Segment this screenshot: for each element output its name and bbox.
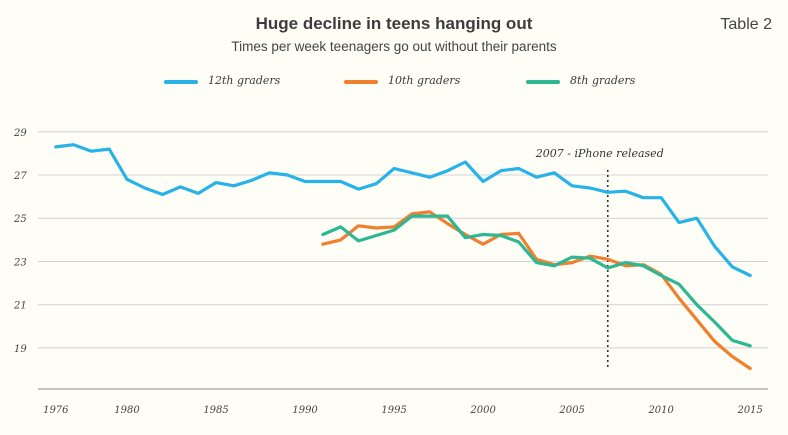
series-line-8th-graders — [321, 214, 752, 348]
y-tick-label-19: 19 — [14, 344, 27, 355]
x-tick-label-2010: 2010 — [647, 405, 674, 416]
x-tick-label-1990: 1990 — [292, 405, 318, 416]
iphone-annotation-label: 2007 - iPhone released — [535, 147, 664, 160]
chart-subtitle: Times per week teenagers go out without … — [231, 39, 557, 54]
legend-swatch-12th-graders — [164, 80, 198, 84]
legend-swatch-8th-graders — [526, 80, 560, 84]
x-tick-label-2015: 2015 — [736, 405, 762, 416]
y-tick-label-25: 25 — [13, 214, 27, 225]
x-tick-label-2000: 2000 — [469, 405, 496, 416]
legend-label-8th-graders: 8th graders — [570, 74, 636, 87]
x-tick-label-1985: 1985 — [203, 405, 228, 416]
x-tick-label-1980: 1980 — [114, 405, 140, 416]
x-tick-label-1976: 1976 — [43, 405, 69, 416]
legend-label-10th-graders: 10th graders — [388, 74, 461, 87]
legend-swatch-10th-graders — [344, 80, 378, 84]
table-label: Table 2 — [720, 16, 772, 33]
chart-title: Huge decline in teens hanging out — [255, 14, 533, 33]
x-tick-label-2005: 2005 — [558, 405, 584, 416]
y-tick-label-23: 23 — [13, 257, 27, 268]
series-line-12th-graders — [54, 143, 752, 278]
x-tick-label-1995: 1995 — [381, 405, 406, 416]
y-tick-label-29: 29 — [13, 128, 27, 139]
y-tick-label-21: 21 — [13, 301, 27, 312]
legend-label-12th-graders: 12th graders — [208, 74, 281, 87]
y-tick-label-27: 27 — [13, 171, 27, 182]
series-line-10th-graders — [321, 210, 752, 371]
